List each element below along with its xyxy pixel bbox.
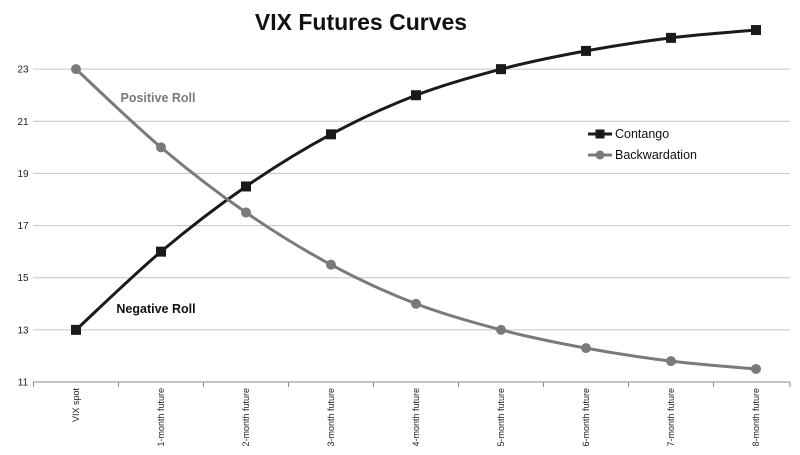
y-tick-label: 15 (17, 273, 29, 284)
legend-backwardation-marker (595, 150, 605, 160)
y-tick-label: 23 (17, 65, 29, 76)
y-tick-label: 11 (18, 378, 29, 389)
data-point-contango (666, 32, 676, 43)
data-point-contango (411, 90, 421, 101)
data-point-backwardation (411, 298, 421, 309)
data-point-contango (326, 129, 336, 140)
legend-backwardation-label: Backwardation (615, 148, 697, 162)
data-point-backwardation (71, 64, 81, 75)
data-point-contango (751, 25, 761, 36)
y-tick-labels: 11 13 15 17 19 21 23 (17, 65, 29, 389)
y-tick-label: 21 (17, 117, 29, 128)
x-tick-labels: VIX spot 1-month future 2-month future 3-mo… (71, 388, 761, 447)
grid-layer (33, 68, 791, 387)
series-line-backwardation (74, 68, 757, 371)
x-tick-label: 4-month future (411, 388, 421, 447)
data-point-contango (156, 246, 166, 257)
data-point-contango (581, 45, 591, 56)
legend-contango-label: Contango (615, 127, 669, 141)
x-tick-label: 1-month future (156, 388, 166, 447)
x-tick-label: 7-month future (666, 388, 676, 447)
data-point-backwardation (581, 343, 591, 354)
series-line-contango (74, 28, 757, 331)
legend: Contango Backwardation (588, 127, 697, 162)
x-tick-label: 2-month future (241, 388, 251, 447)
data-point-backwardation (751, 363, 761, 374)
y-tick-label: 13 (17, 325, 29, 336)
data-point-backwardation (496, 324, 506, 335)
x-tick-label: 3-month future (326, 388, 336, 447)
annotation-positive-roll: Positive Roll (120, 91, 195, 105)
data-point-backwardation (326, 259, 336, 270)
x-tick-label: 6-month future (581, 388, 591, 447)
chart-title: VIX Futures Curves (255, 9, 467, 35)
data-point-backwardation (156, 142, 166, 153)
y-tick-label: 17 (17, 221, 29, 232)
legend-contango-marker (595, 129, 605, 139)
series-layer (71, 25, 761, 374)
annotation-negative-roll: Negative Roll (116, 302, 195, 316)
data-point-backwardation (241, 207, 251, 218)
y-tick-label: 19 (17, 169, 29, 180)
x-tick-label: VIX spot (71, 388, 81, 423)
x-tick-label: 8-month future (751, 388, 761, 447)
data-point-contango (496, 64, 506, 75)
data-point-contango (241, 181, 251, 192)
data-point-contango (71, 324, 81, 335)
x-tick-label: 5-month future (496, 388, 506, 447)
data-point-backwardation (666, 356, 676, 367)
